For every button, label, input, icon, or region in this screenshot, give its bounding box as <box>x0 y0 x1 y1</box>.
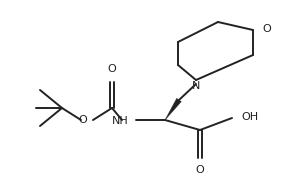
Text: O: O <box>262 24 271 34</box>
Text: OH: OH <box>241 112 258 122</box>
Text: NH: NH <box>112 116 129 126</box>
Text: N: N <box>192 81 200 91</box>
Text: O: O <box>108 64 116 74</box>
Text: O: O <box>78 115 87 125</box>
Polygon shape <box>165 98 181 120</box>
Text: O: O <box>196 165 204 175</box>
